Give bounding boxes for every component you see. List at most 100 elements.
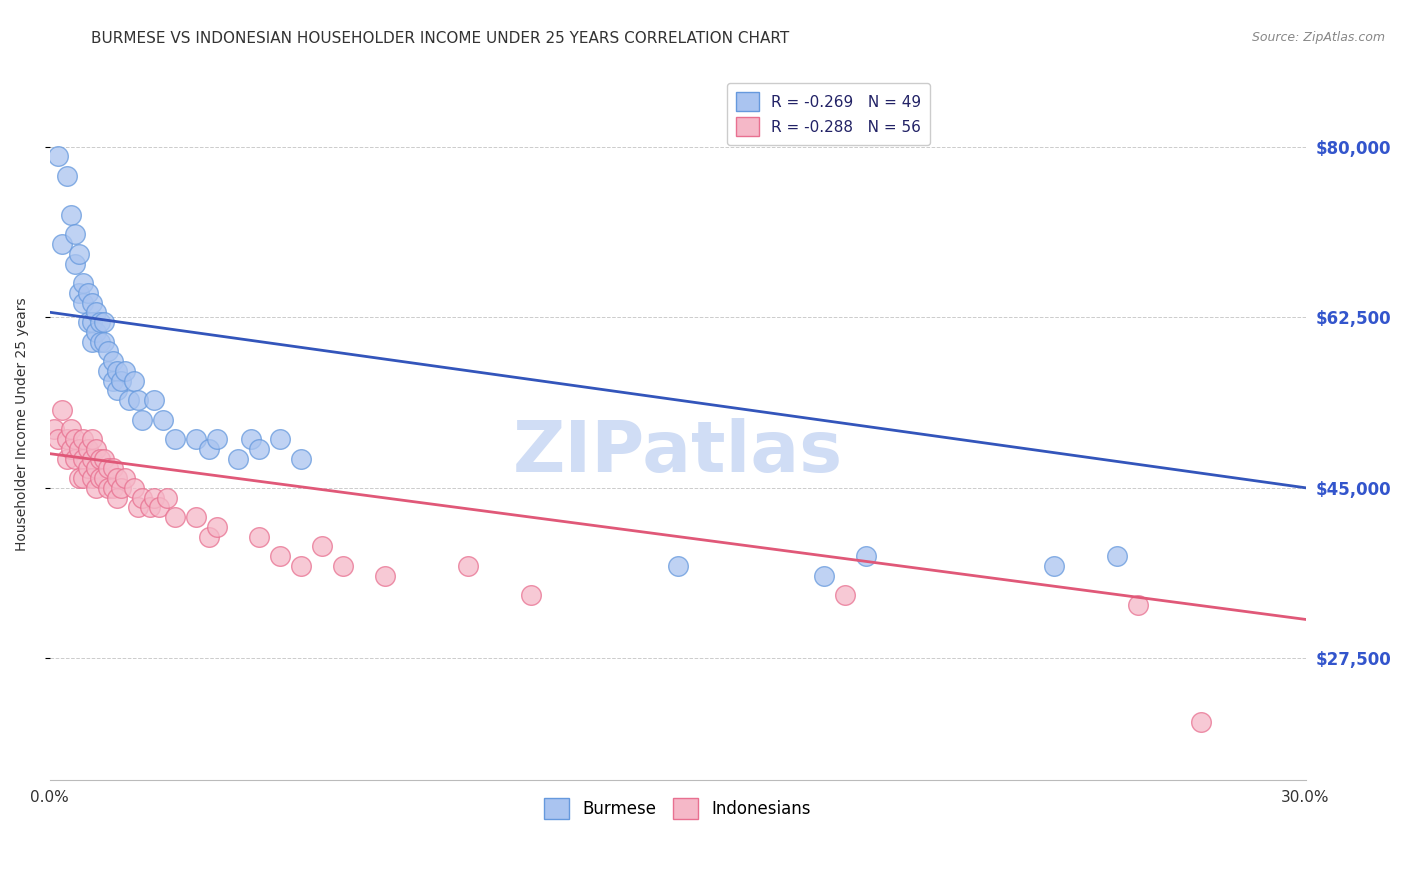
Point <box>290 558 312 573</box>
Point <box>46 432 69 446</box>
Point <box>51 402 73 417</box>
Point <box>89 471 111 485</box>
Point <box>42 422 65 436</box>
Point <box>89 451 111 466</box>
Point <box>110 481 132 495</box>
Point <box>59 208 82 222</box>
Point <box>269 549 291 563</box>
Point <box>72 471 94 485</box>
Point <box>165 510 187 524</box>
Point <box>1107 549 1129 563</box>
Point <box>239 432 262 446</box>
Point <box>122 374 145 388</box>
Point <box>46 149 69 163</box>
Point <box>67 471 90 485</box>
Point <box>59 442 82 456</box>
Point <box>97 461 120 475</box>
Point <box>165 432 187 446</box>
Point <box>76 461 98 475</box>
Point <box>72 451 94 466</box>
Point <box>834 588 856 602</box>
Point <box>127 392 149 407</box>
Point <box>72 276 94 290</box>
Point <box>93 451 115 466</box>
Point <box>1189 714 1212 729</box>
Point <box>148 500 170 515</box>
Point <box>332 558 354 573</box>
Point <box>207 432 229 446</box>
Point <box>80 432 103 446</box>
Point <box>269 432 291 446</box>
Point <box>247 530 270 544</box>
Point <box>114 364 136 378</box>
Point <box>131 491 153 505</box>
Point <box>101 354 124 368</box>
Point <box>198 530 221 544</box>
Point <box>80 451 103 466</box>
Point <box>186 510 208 524</box>
Point <box>63 432 86 446</box>
Point <box>63 256 86 270</box>
Point <box>72 295 94 310</box>
Point <box>101 374 124 388</box>
Point <box>76 442 98 456</box>
Point <box>226 451 249 466</box>
Text: BURMESE VS INDONESIAN HOUSEHOLDER INCOME UNDER 25 YEARS CORRELATION CHART: BURMESE VS INDONESIAN HOUSEHOLDER INCOME… <box>91 31 790 46</box>
Point <box>156 491 179 505</box>
Point <box>59 422 82 436</box>
Point <box>374 568 396 582</box>
Point <box>80 315 103 329</box>
Point <box>63 227 86 242</box>
Point <box>84 481 107 495</box>
Point <box>76 285 98 300</box>
Text: Source: ZipAtlas.com: Source: ZipAtlas.com <box>1251 31 1385 45</box>
Point <box>67 442 90 456</box>
Point <box>105 471 128 485</box>
Point <box>118 392 141 407</box>
Point <box>89 334 111 349</box>
Point <box>143 491 166 505</box>
Point <box>63 451 86 466</box>
Point <box>311 539 333 553</box>
Point <box>84 325 107 339</box>
Point <box>105 384 128 398</box>
Point <box>72 432 94 446</box>
Point <box>80 334 103 349</box>
Point <box>122 481 145 495</box>
Point <box>152 412 174 426</box>
Point <box>666 558 689 573</box>
Point <box>1126 598 1149 612</box>
Point <box>84 442 107 456</box>
Point <box>84 305 107 319</box>
Point <box>101 481 124 495</box>
Point <box>143 392 166 407</box>
Point <box>97 364 120 378</box>
Legend: Burmese, Indonesians: Burmese, Indonesians <box>537 792 818 825</box>
Point <box>67 285 90 300</box>
Point <box>89 315 111 329</box>
Point <box>76 315 98 329</box>
Point <box>247 442 270 456</box>
Point <box>855 549 877 563</box>
Point <box>67 247 90 261</box>
Point <box>80 295 103 310</box>
Point <box>186 432 208 446</box>
Point <box>457 558 479 573</box>
Point <box>131 412 153 426</box>
Point <box>93 315 115 329</box>
Point <box>93 334 115 349</box>
Point <box>84 461 107 475</box>
Point <box>105 364 128 378</box>
Point <box>55 432 77 446</box>
Point <box>1043 558 1066 573</box>
Point <box>97 344 120 359</box>
Point <box>97 481 120 495</box>
Point <box>55 169 77 183</box>
Point <box>290 451 312 466</box>
Point <box>110 374 132 388</box>
Point <box>93 471 115 485</box>
Point <box>80 471 103 485</box>
Point <box>198 442 221 456</box>
Point <box>51 237 73 252</box>
Point <box>55 451 77 466</box>
